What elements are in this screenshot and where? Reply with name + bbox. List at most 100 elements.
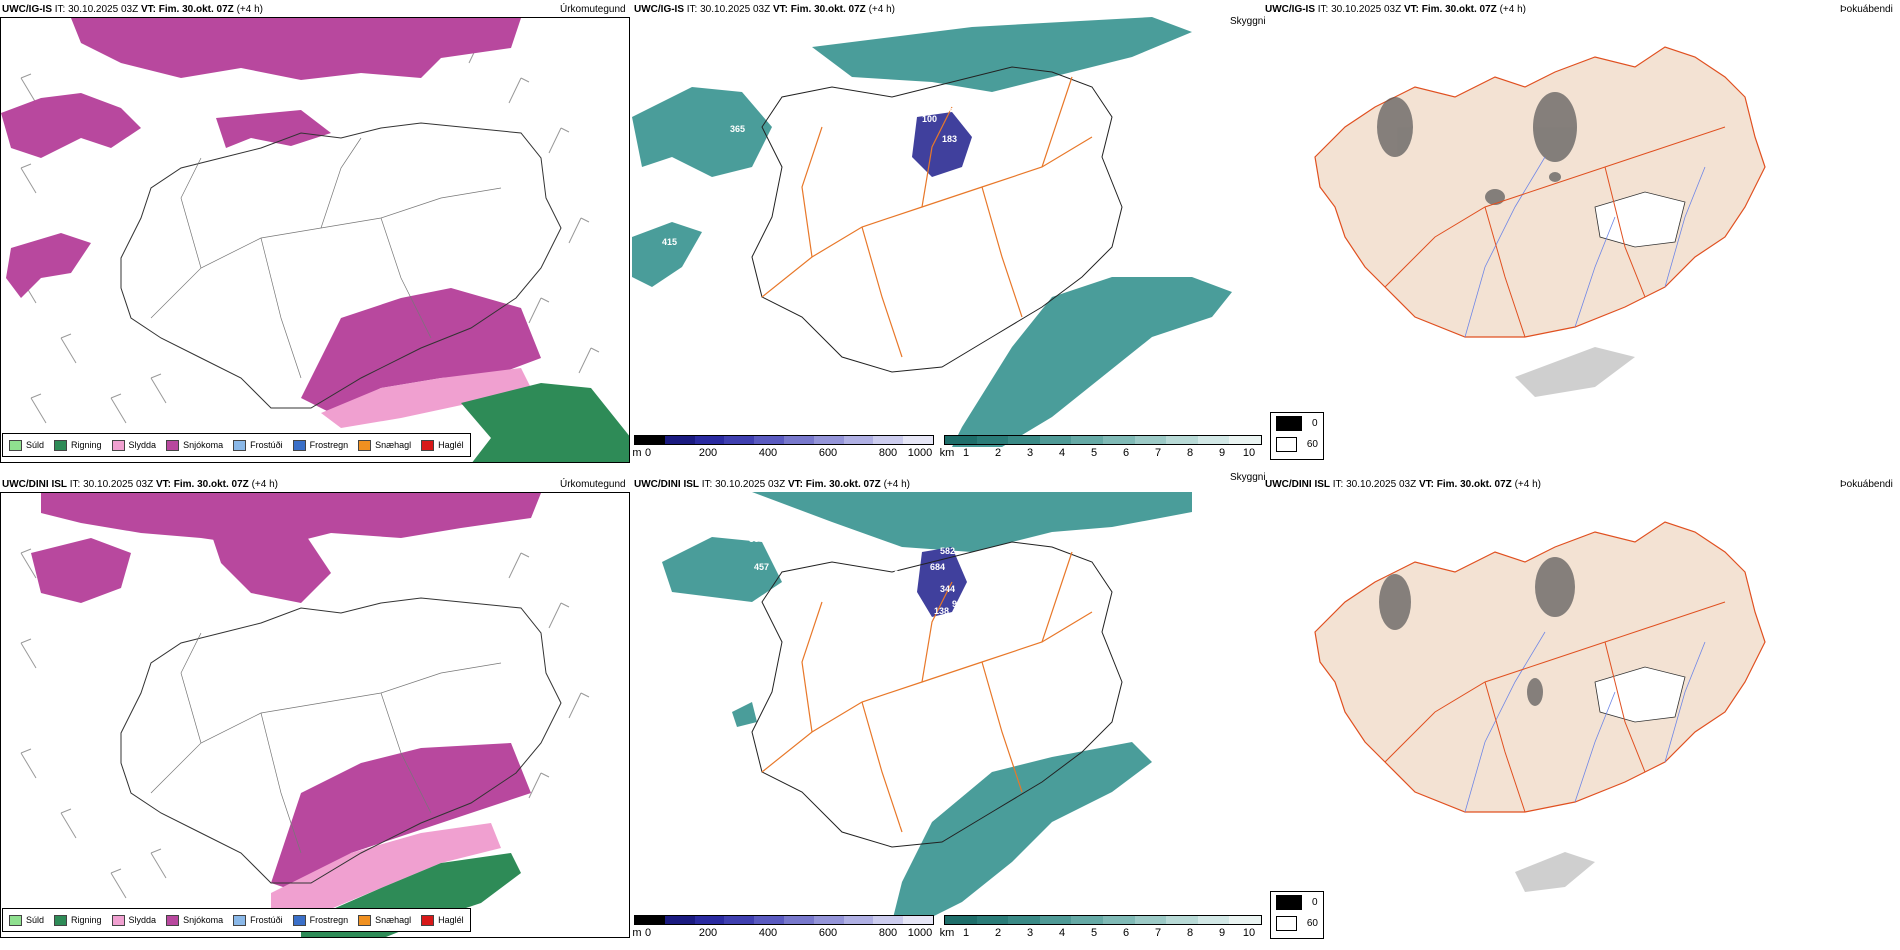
visibility-tick: 4 xyxy=(1058,927,1066,939)
legend-item: Snæhagl xyxy=(358,439,411,451)
fog-legend-max: 60 xyxy=(1306,918,1318,929)
cloud-base-label: 365 xyxy=(730,124,745,134)
panel-header: UWC/DINI ISL IT: 30.10.2025 03Z VT: Fim.… xyxy=(1265,479,1541,490)
it-value: 30.10.2025 03Z xyxy=(68,4,139,15)
visibility-tick: 8 xyxy=(1186,447,1194,459)
visibility-colorbar: km 1 2 3 4 5 6 7 8 9 10 xyxy=(940,435,1262,465)
cloud-base-label: 730 xyxy=(900,126,915,136)
it-value: 30.10.2025 03Z xyxy=(1346,479,1417,490)
model-name: UWC/IG-IS xyxy=(2,4,52,15)
legend-item: Snæhagl xyxy=(358,914,411,926)
ceiling-unit: m xyxy=(632,447,642,459)
panel-header: UWC/IG-IS IT: 30.10.2025 03Z VT: Fim. 30… xyxy=(2,4,263,15)
fog-legend-top: 0 60 xyxy=(1270,412,1324,460)
it-label: IT: xyxy=(686,4,698,15)
it-value: 30.10.2025 03Z xyxy=(700,4,771,15)
fog-legend-min: 0 xyxy=(1312,418,1318,429)
precip-type-legend: Súld Rigning Slydda Snjókoma Frostúði Fr… xyxy=(2,433,471,457)
legend-item: Slydda xyxy=(111,439,156,451)
legend-item: Slydda xyxy=(111,914,156,926)
ceiling-tick: 800 xyxy=(878,927,898,939)
low-vis-area-southwest xyxy=(732,702,757,727)
fog-offshore xyxy=(1515,852,1595,892)
fog-legend-min: 0 xyxy=(1312,897,1318,908)
precip-map xyxy=(0,17,630,463)
panel-header: UWC/IG-IS IT: 30.10.2025 03Z VT: Fim. 30… xyxy=(1265,4,1526,15)
snow-area-south xyxy=(271,743,531,893)
fog-offshore xyxy=(1515,347,1635,397)
legend-item: Frostregn xyxy=(292,439,348,451)
visibility-tick: 7 xyxy=(1154,447,1162,459)
lead-time: (+4 h) xyxy=(236,4,263,15)
legend-item: Frostúði xyxy=(233,914,283,926)
visibility-tick: 9 xyxy=(1218,447,1226,459)
vt-value: Fim. 30.okt. 07Z xyxy=(1436,479,1512,490)
road-network xyxy=(150,632,502,854)
it-label: IT: xyxy=(701,479,713,490)
vt-label: VT: xyxy=(787,479,803,490)
model-name: UWC/DINI ISL xyxy=(2,479,67,490)
wind-barbs xyxy=(20,37,600,424)
precip-map-svg xyxy=(20,493,590,937)
visibility-tick: 5 xyxy=(1090,927,1098,939)
cloud-base-label: 35 xyxy=(749,534,759,544)
cloud-base-label: 183 xyxy=(942,134,957,144)
model-name: UWC/DINI ISL xyxy=(1265,479,1330,490)
panel-title: Úrkomutegund xyxy=(560,4,626,15)
iceland-outline xyxy=(751,541,1123,848)
low-vis-area-west xyxy=(662,537,782,602)
visibility-map-svg: 365 524 100 764 271 567 60 730 845 183 1… xyxy=(632,17,1232,447)
vt-value: Fim. 30.okt. 07Z xyxy=(158,4,234,15)
panel-header: UWC/DINI ISL IT: 30.10.2025 03Z VT: Fim.… xyxy=(2,479,278,490)
model-row-ig-is: UWC/IG-IS IT: 30.10.2025 03Z VT: Fim. 30… xyxy=(0,0,1893,475)
legend-item: Snjókoma xyxy=(166,439,223,451)
it-label: IT: xyxy=(69,479,81,490)
cloud-base-label: 24 xyxy=(892,584,902,594)
cloud-base-label: 138 xyxy=(934,606,949,616)
legend-item: Haglél xyxy=(421,914,464,926)
vt-value: Fim. 30.okt. 07Z xyxy=(790,4,866,15)
ceiling-tick: 800 xyxy=(878,447,898,459)
visibility-tick: 2 xyxy=(994,927,1002,939)
lead-time: (+4 h) xyxy=(868,4,895,15)
fog-map-svg xyxy=(1314,46,1766,397)
visibility-map-svg: 35 457 582 684 231 24 344 92 138 196 561 xyxy=(662,492,1192,922)
it-value: 30.10.2025 03Z xyxy=(83,479,154,490)
iceland-outline xyxy=(120,122,562,409)
low-ceiling-area xyxy=(917,547,967,617)
ceiling-tick: 0 xyxy=(644,447,652,459)
precip-map xyxy=(0,492,630,938)
iceland-outline xyxy=(120,597,562,884)
ceiling-tick: 600 xyxy=(818,447,838,459)
cloud-base-label: 415 xyxy=(662,237,677,247)
cloud-base-label: 764 xyxy=(944,104,959,114)
wind-barbs xyxy=(20,548,590,899)
visibility-colorbar: km 1 2 3 4 5 6 7 8 9 10 xyxy=(940,915,1262,945)
cloud-base-label: 344 xyxy=(940,584,955,594)
visibility-panel: UWC/IG-IS IT: 30.10.2025 03Z VT: Fim. 30… xyxy=(632,0,1272,475)
legend-item: Rigning xyxy=(54,439,102,451)
fog-map xyxy=(1265,492,1900,942)
panel-title: Úrkomutegund xyxy=(560,479,626,490)
it-label: IT: xyxy=(54,4,66,15)
vt-value: Fim. 30.okt. 07Z xyxy=(805,479,881,490)
cloud-base-label: 92 xyxy=(952,599,962,609)
ceiling-tick: 1000 xyxy=(907,447,933,459)
cloud-base-label: 60 xyxy=(882,121,892,131)
panel-title: Þokuábendi xyxy=(1840,479,1893,490)
visibility-tick: 6 xyxy=(1122,447,1130,459)
snow-area-north-strip xyxy=(211,528,331,603)
iceland-land xyxy=(1314,46,1766,338)
visibility-tick: 5 xyxy=(1090,447,1098,459)
ceiling-tick: 1000 xyxy=(907,927,933,939)
cloud-base-label: 15 xyxy=(954,179,964,189)
ceiling-tick: 400 xyxy=(758,927,778,939)
it-value: 30.10.2025 03Z xyxy=(715,479,786,490)
fog-areas xyxy=(1377,92,1577,205)
visibility-tick: 3 xyxy=(1026,927,1034,939)
it-label: IT: xyxy=(1332,479,1344,490)
road-network xyxy=(761,551,1093,833)
visibility-tick: 1 xyxy=(962,447,970,459)
vt-value: Fim. 30.okt. 07Z xyxy=(173,479,249,490)
fog-legend-max: 60 xyxy=(1306,439,1318,450)
